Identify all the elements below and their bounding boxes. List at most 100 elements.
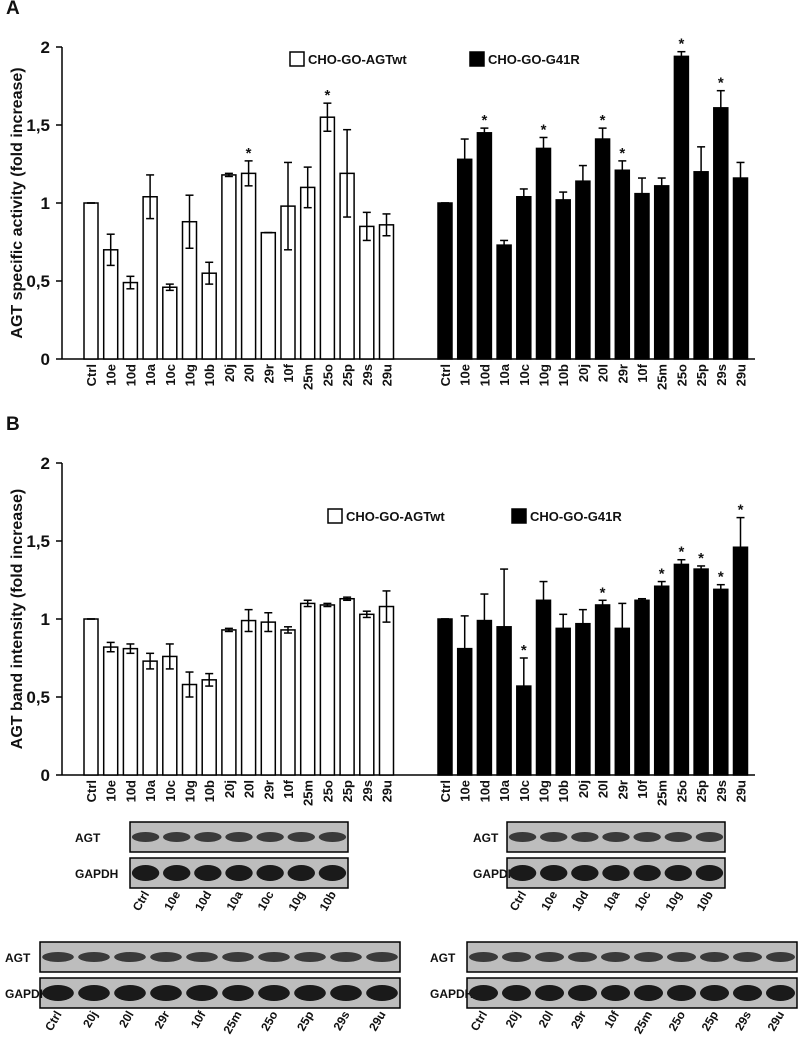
- bar: [516, 196, 532, 360]
- x-tick-label: 29r: [261, 364, 276, 384]
- significance-star: *: [481, 112, 487, 129]
- x-tick-label: 20l: [242, 364, 257, 382]
- x-tick-label: 10a: [143, 779, 158, 801]
- x-tick-label: 29r: [261, 780, 276, 800]
- blot-band: [150, 952, 182, 962]
- blot-band: [695, 865, 724, 881]
- blot-lane-label: 25o: [258, 1009, 280, 1034]
- blot-lane-label: 10d: [192, 889, 214, 914]
- x-tick-label: 25m: [655, 780, 670, 806]
- bar: [359, 613, 375, 776]
- bar: [693, 171, 709, 360]
- blot-lane-label: 20l: [536, 1009, 556, 1030]
- blot-lane-label: 20j: [80, 1009, 100, 1030]
- legend-label: CHO-GO-G41R: [488, 52, 580, 67]
- x-tick-label: 29s: [714, 364, 729, 386]
- blot-lane-label: 10g: [662, 889, 684, 914]
- blot-band: [150, 985, 182, 1001]
- blot-lane-label: 20j: [503, 1009, 523, 1030]
- blot-band: [256, 832, 284, 842]
- blot-band: [633, 952, 664, 962]
- blot-band: [186, 952, 218, 962]
- blot-band: [330, 985, 362, 1001]
- x-tick-label: 29s: [360, 364, 375, 386]
- bar: [713, 107, 729, 360]
- blot-band: [366, 952, 398, 962]
- blot-lane-label: 29u: [366, 1009, 388, 1034]
- bar: [713, 588, 729, 776]
- legend-swatch: [469, 51, 485, 67]
- y-tick-label: 1,5: [26, 532, 50, 551]
- bar: [575, 622, 591, 776]
- blot-band: [163, 865, 191, 881]
- bar: [378, 605, 395, 776]
- legend-swatch: [289, 51, 305, 67]
- significance-star: *: [619, 145, 625, 162]
- significance-star: *: [541, 121, 547, 138]
- bar: [378, 224, 395, 360]
- blot-band: [732, 985, 763, 1001]
- blot-band: [225, 865, 253, 881]
- blot-band: [318, 865, 347, 881]
- blot-band: [131, 832, 160, 842]
- legend-label: CHO-GO-AGTwt: [346, 509, 445, 524]
- blot-band: [186, 985, 218, 1001]
- blot-lane-label: 29u: [765, 1009, 787, 1034]
- blot-lane-label: 10d: [569, 889, 591, 914]
- x-tick-label: 20j: [222, 780, 237, 798]
- blot-row-label: AGT: [5, 951, 31, 965]
- blot-lane-label: 10e: [161, 888, 183, 913]
- bar: [240, 619, 257, 776]
- significance-star: *: [659, 566, 665, 583]
- significance-star: *: [600, 112, 606, 129]
- x-tick-label: 10g: [537, 780, 552, 802]
- x-tick-label: 29s: [360, 780, 375, 802]
- x-tick-label: 25o: [674, 780, 689, 802]
- x-tick-label: Ctrl: [438, 780, 453, 802]
- x-tick-label: Ctrl: [84, 780, 99, 802]
- blot-band: [42, 952, 74, 962]
- bar: [102, 646, 119, 776]
- x-tick-label: 25p: [340, 780, 355, 802]
- blot-band: [78, 985, 110, 1001]
- x-tick-label: Ctrl: [84, 364, 99, 386]
- legend-swatch: [327, 508, 343, 524]
- blot-lane-label: 25o: [666, 1009, 688, 1034]
- bar: [575, 180, 591, 360]
- blot-band: [225, 832, 253, 842]
- blot-lane-label: 25p: [699, 1009, 721, 1034]
- blot-lane-label: 10a: [223, 888, 245, 913]
- bar: [359, 225, 375, 360]
- bar: [201, 272, 217, 360]
- blot-row-label: GAPDH: [473, 867, 516, 881]
- blot-band: [366, 985, 398, 1001]
- blot-lane-label: 10g: [285, 889, 307, 914]
- bar: [653, 185, 670, 360]
- blot-lane-label: 10f: [188, 1008, 209, 1031]
- x-tick-label: 25p: [694, 780, 709, 802]
- bar: [319, 116, 336, 360]
- blot-row-label: AGT: [473, 831, 499, 845]
- blot-band: [222, 985, 254, 1001]
- bar: [476, 132, 493, 360]
- x-tick-label: 10f: [635, 363, 650, 382]
- x-tick-label: 20j: [222, 364, 237, 382]
- blot-band: [540, 865, 568, 881]
- blot-band: [567, 952, 598, 962]
- blot-lane-label: Ctrl: [42, 1009, 64, 1034]
- blot-band: [330, 952, 362, 962]
- significance-star: *: [738, 502, 744, 519]
- significance-star: *: [678, 544, 684, 561]
- blot-band: [664, 865, 692, 881]
- legend-label: CHO-GO-G41R: [530, 509, 622, 524]
- x-tick-label: 20l: [242, 780, 257, 798]
- y-tick-label: 1: [41, 194, 50, 213]
- blot-lane-label: 20l: [116, 1009, 136, 1030]
- blot-band: [114, 952, 146, 962]
- blot-lane-label: Ctrl: [468, 1009, 490, 1034]
- panel-label: A: [6, 0, 20, 19]
- x-tick-label: 10e: [104, 780, 119, 802]
- x-tick-label: 10c: [517, 364, 532, 386]
- x-tick-label: 10c: [163, 364, 178, 386]
- blot-band: [194, 865, 222, 881]
